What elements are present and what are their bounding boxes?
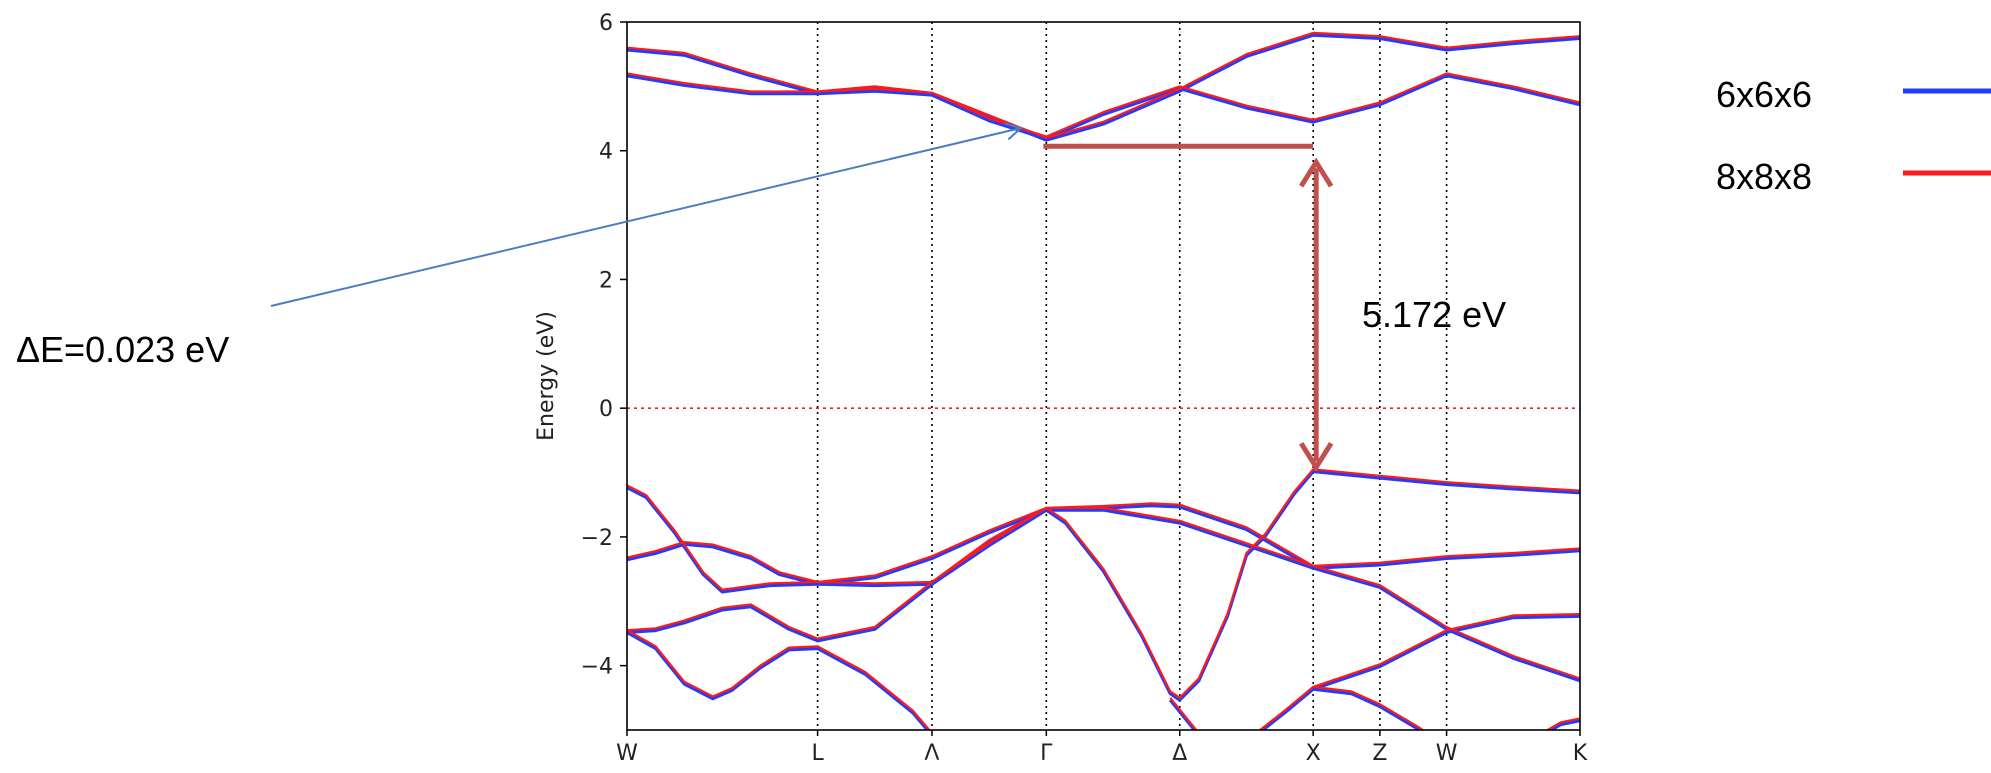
x-tick-label: X	[1306, 741, 1321, 766]
x-tick-label: Z	[1372, 741, 1387, 766]
band-gap-arrowhead-top	[1299, 157, 1334, 188]
band-6x6x6-7	[1260, 687, 1423, 730]
band-8x8x8-2	[627, 484, 1580, 591]
x-tick-label: W	[1436, 741, 1458, 766]
x-tick-label: Δ	[1172, 741, 1187, 766]
band-8x8x8-5	[627, 629, 931, 730]
k-point-gridlines	[816, 22, 1448, 730]
band-gap-annotation: 5.172 eV	[1362, 294, 1506, 335]
y-tick-label: 2	[599, 268, 613, 293]
x-tick-label: Γ	[1040, 741, 1053, 766]
band-6x6x6-1	[627, 74, 1580, 141]
band-8x8x8-0	[627, 31, 1580, 139]
y-tick-label: 6	[599, 11, 613, 36]
band-6x6x6-9	[1548, 719, 1580, 730]
y-axis-label: Energy (eV)	[534, 311, 559, 441]
band-6x6x6-2	[627, 486, 1580, 594]
band-6x6x6-8	[1312, 614, 1580, 691]
band-8x8x8-7	[1258, 685, 1425, 730]
band-gap-arrowhead-bottom	[1299, 442, 1334, 473]
delta-e-arrowhead	[1004, 122, 1024, 141]
delta-e-pointer-arrow	[270, 127, 1022, 307]
legend-entry-8x8x8-label: 8x8x8	[1716, 156, 1812, 197]
legend: 6x6x6 8x8x8	[1716, 74, 1991, 197]
bands-8x8x8	[627, 31, 1580, 730]
x-tick-label: K	[1573, 741, 1588, 766]
x-tick-label: Λ	[924, 741, 939, 766]
band-8x8x8-8	[1312, 613, 1580, 688]
band-8x8x8-1	[627, 72, 1580, 138]
band-8x8x8-4	[627, 468, 1580, 699]
delta-e-annotation: ΔE=0.023 eV	[16, 329, 229, 370]
y-tick-label: 4	[599, 140, 613, 165]
band-8x8x8-3	[627, 506, 1580, 680]
x-tick-label: L	[811, 741, 824, 766]
plot-frame	[626, 21, 1581, 731]
band-gap-marker	[1043, 143, 1334, 473]
y-tick-label: −2	[581, 526, 613, 551]
band-6x6x6-3	[627, 508, 1580, 683]
y-tick-label: −4	[581, 655, 613, 680]
band-6x6x6-5	[627, 631, 930, 730]
band-6x6x6-4	[627, 469, 1580, 702]
band-6x6x6-0	[627, 33, 1580, 142]
y-tick-label: 0	[599, 397, 613, 422]
y-axis-ticks: −4 −2 0 2 4 6	[581, 11, 627, 680]
bands-6x6x6	[627, 33, 1580, 730]
x-tick-label: W	[616, 741, 638, 766]
band-8x8x8-6	[1169, 697, 1198, 730]
legend-entry-6x6x6-label: 6x6x6	[1716, 74, 1812, 115]
